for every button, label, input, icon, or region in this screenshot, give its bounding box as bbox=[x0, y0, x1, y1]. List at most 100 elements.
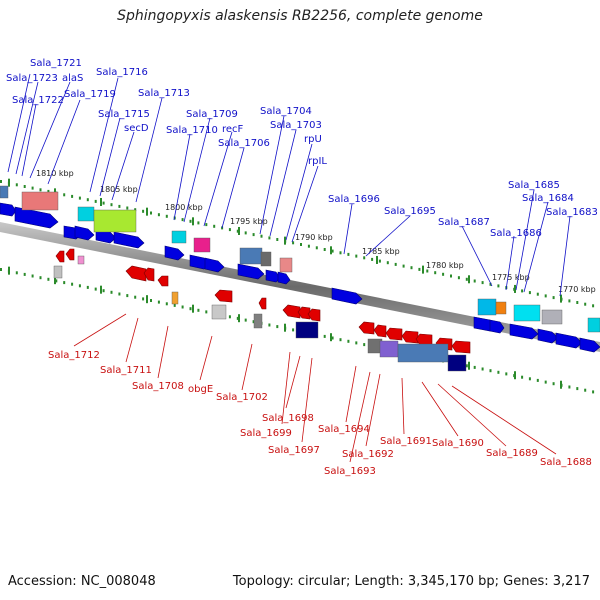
scale-dot bbox=[63, 193, 66, 197]
label-leader-lines-reverse bbox=[73, 313, 557, 463]
gene-label: Sala_1699 bbox=[240, 428, 292, 439]
scale-dot bbox=[94, 199, 97, 203]
tick-mark bbox=[146, 295, 148, 304]
scale-dot bbox=[323, 248, 326, 251]
scale-dot bbox=[165, 214, 168, 218]
tick-labels: 1810 kbp 1805 kbp 1800 kbp 1795 kbp 1790… bbox=[36, 169, 596, 294]
gene-arrow bbox=[401, 330, 419, 344]
scale-dot bbox=[339, 251, 342, 255]
scale-dot bbox=[189, 219, 192, 223]
tick-mark bbox=[560, 380, 562, 389]
accession-text: Accession: NC_008048 bbox=[8, 574, 156, 589]
feature-box bbox=[93, 209, 137, 233]
topology-text: Topology: circular; Length: 3,345,170 bp… bbox=[232, 574, 590, 589]
scale-dot bbox=[473, 365, 476, 369]
scale-dot bbox=[521, 289, 524, 293]
scale-dot bbox=[260, 234, 263, 238]
tick-label: 1790 kbp bbox=[295, 233, 333, 242]
gene-label: Sala_1698 bbox=[262, 413, 314, 424]
scale-dot bbox=[276, 238, 279, 241]
scale-dot bbox=[126, 294, 129, 298]
scale-dot bbox=[355, 341, 358, 345]
feature-box bbox=[513, 304, 541, 322]
gene-label: Sala_1708 bbox=[132, 381, 184, 392]
scale-dot bbox=[378, 259, 381, 263]
gene-label: Sala_1709 bbox=[186, 109, 238, 120]
scale-dot bbox=[505, 372, 508, 376]
scale-dot bbox=[521, 375, 524, 379]
tick-label: 1810 kbp bbox=[36, 169, 74, 178]
feature-box bbox=[171, 230, 187, 244]
gene-label: Sala_1710 bbox=[166, 125, 218, 136]
gene-label: Sala_1691 bbox=[380, 436, 432, 447]
tick-mark bbox=[100, 198, 102, 206]
scale-dot bbox=[292, 328, 295, 332]
gene-arrow bbox=[451, 340, 471, 354]
feature-box bbox=[260, 251, 272, 267]
tick-mark bbox=[8, 266, 10, 275]
scale-dot bbox=[134, 295, 137, 299]
gene-label: Sala_1694 bbox=[318, 424, 370, 435]
gene-arrow bbox=[55, 250, 65, 263]
scale-dot bbox=[126, 206, 129, 210]
gene-label: Sala_1684 bbox=[522, 193, 574, 204]
scale-dot bbox=[205, 310, 208, 314]
feature-boxes-lower bbox=[53, 255, 467, 372]
feature-box bbox=[397, 343, 449, 363]
scale-dot bbox=[450, 274, 452, 278]
forward-gene-labels: Sala_1721 Sala_1723 alaS Sala_1722 Sala_… bbox=[6, 58, 598, 239]
scale-dot bbox=[544, 380, 547, 384]
feature-box bbox=[211, 304, 227, 320]
scale-dot bbox=[576, 387, 579, 391]
gene-label: Sala_1688 bbox=[540, 457, 592, 468]
gene-arrow bbox=[331, 287, 363, 305]
gene-label: secD bbox=[124, 123, 149, 134]
scale-dot bbox=[47, 277, 50, 281]
scale-dot bbox=[94, 287, 97, 291]
gene-label: Sala_1715 bbox=[98, 109, 150, 120]
scale-dot bbox=[23, 185, 26, 188]
scale-dot bbox=[63, 281, 66, 285]
gene-label: Sala_1693 bbox=[324, 466, 376, 477]
scale-dot bbox=[197, 221, 200, 225]
tick-mark bbox=[376, 255, 378, 264]
gene-arrow bbox=[258, 297, 267, 310]
scale-dot bbox=[568, 385, 571, 389]
gene-label: Sala_1685 bbox=[508, 180, 560, 191]
scale-dot bbox=[86, 285, 89, 289]
gene-arrow bbox=[143, 267, 155, 282]
scale-dot bbox=[584, 302, 587, 306]
tick-mark bbox=[284, 236, 286, 245]
scale-dot bbox=[371, 257, 374, 261]
feature-box bbox=[279, 257, 293, 273]
scale-dot bbox=[39, 188, 42, 192]
scale-dot bbox=[39, 276, 42, 280]
gene-label: Sala_1722 bbox=[12, 95, 64, 106]
scale-dot bbox=[347, 339, 350, 343]
forward-gene-arrows bbox=[0, 202, 600, 353]
scale-dot bbox=[244, 231, 247, 235]
gene-label: obgE bbox=[188, 384, 213, 395]
label-leader-lines-forward bbox=[7, 73, 571, 297]
feature-box bbox=[21, 191, 59, 211]
tick-label: 1795 kbp bbox=[230, 217, 268, 226]
scale-dot bbox=[552, 382, 555, 386]
feature-box bbox=[171, 291, 179, 305]
tick-mark bbox=[192, 304, 194, 313]
scale-dot bbox=[592, 390, 595, 394]
scale-dot bbox=[307, 244, 310, 248]
scale-dot bbox=[292, 241, 295, 245]
gene-label: Sala_1719 bbox=[64, 89, 116, 100]
tick-label: 1805 kbp bbox=[100, 185, 138, 194]
scale-dot bbox=[410, 266, 413, 270]
scale-dot bbox=[71, 282, 74, 286]
gene-label: Sala_1702 bbox=[216, 392, 268, 403]
gene-arrow bbox=[237, 263, 265, 280]
gene-arrow bbox=[509, 323, 539, 340]
scale-dot bbox=[15, 183, 18, 187]
feature-box bbox=[295, 321, 319, 339]
gene-arrow bbox=[164, 245, 185, 261]
feature-boxes-upper bbox=[0, 185, 600, 333]
gene-arrow bbox=[555, 332, 583, 349]
